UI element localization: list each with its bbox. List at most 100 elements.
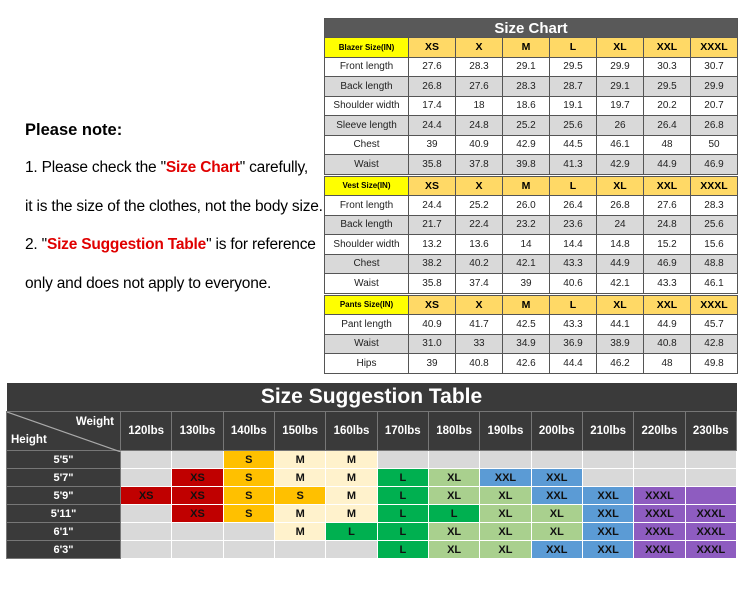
- size-suggestion-cell: M: [325, 486, 378, 505]
- measurement-value: 18: [455, 95, 503, 116]
- measurement-name: Waist: [324, 273, 409, 294]
- measurement-value: 44.4: [549, 353, 597, 374]
- weight-header: 150lbs: [273, 411, 327, 451]
- size-suggestion-cell: L: [427, 504, 481, 523]
- weight-header: 190lbs: [479, 411, 532, 451]
- size-header: M: [502, 294, 550, 315]
- section-header: Vest Size(IN) XS X M L XL XXL XXXL: [324, 175, 738, 196]
- size-suggestion-cell: XXL: [581, 486, 635, 505]
- size-suggestion-cell: XS: [171, 486, 224, 505]
- size-suggestion-cell: S: [222, 468, 275, 487]
- size-header: XS: [408, 175, 456, 196]
- measurement-value: 44.9: [596, 253, 644, 274]
- measurement-value: 29.1: [502, 56, 550, 77]
- table-row: Sleeve length 24.4 24.8 25.2 25.6 26 26.4 26.8: [324, 115, 738, 136]
- size-suggestion-cell: [171, 522, 224, 541]
- size-header: XXL: [643, 37, 691, 58]
- size-suggestion-cell: M: [325, 450, 378, 469]
- size-suggestion-cell: XL: [427, 540, 481, 559]
- size-suggestion-cell: S: [222, 486, 275, 505]
- size-suggestion-cell: M: [273, 522, 327, 541]
- measurement-value: 27.6: [455, 76, 503, 97]
- suggestion-row: 5'7" XS S M M L XL XXL XXL: [6, 468, 738, 487]
- size-header: XXXL: [690, 175, 738, 196]
- size-suggestion-cell: XXXL: [684, 522, 738, 541]
- size-header: XXXL: [690, 294, 738, 315]
- measurement-value: 14: [502, 234, 550, 255]
- measurement-value: 41.7: [455, 314, 503, 335]
- measurement-name: Sleeve length: [324, 115, 409, 136]
- size-suggestion-cell: XXXL: [684, 540, 738, 559]
- measurement-value: 43.3: [549, 314, 597, 335]
- size-header: X: [455, 175, 503, 196]
- size-header: XXL: [643, 294, 691, 315]
- measurement-value: 18.6: [502, 95, 550, 116]
- size-suggestion-cell: [530, 450, 583, 469]
- note-line-1: 1. Please check the "Size Chart" careful…: [25, 159, 308, 177]
- table-row: Back length 21.7 22.4 23.2 23.6 24 24.8 25.6: [324, 214, 738, 235]
- measurement-value: 40.6: [549, 273, 597, 294]
- size-suggestion-cell: L: [376, 540, 429, 559]
- measurement-value: 50: [690, 134, 738, 155]
- measurement-value: 42.9: [502, 134, 550, 155]
- table-row: Waist 35.8 37.4 39 40.6 42.1 43.3 46.1: [324, 273, 738, 294]
- measurement-value: 14.8: [596, 234, 644, 255]
- measurement-value: 38.9: [596, 333, 644, 354]
- note-text: " carefully,: [239, 159, 308, 176]
- measurement-value: 24.4: [408, 195, 456, 216]
- weight-header: 230lbs: [684, 411, 738, 451]
- measurement-value: 26.8: [408, 76, 456, 97]
- size-suggestion-cell: [273, 540, 327, 559]
- size-suggestion-cell: L: [376, 468, 429, 487]
- measurement-name: Shoulder width: [324, 95, 409, 116]
- note-text: " is for reference: [206, 236, 316, 253]
- measurement-value: 39: [408, 134, 456, 155]
- size-suggestion-cell: XXL: [530, 540, 583, 559]
- measurement-value: 46.1: [690, 273, 738, 294]
- size-suggestion-cell: XXXL: [633, 540, 686, 559]
- gap-cell: [324, 173, 738, 177]
- measurement-value: 26: [596, 115, 644, 136]
- measurement-value: 42.1: [502, 253, 550, 274]
- measurement-value: 49.8: [690, 353, 738, 374]
- measurement-value: 48: [643, 134, 691, 155]
- size-suggestion-cell: [171, 450, 224, 469]
- section-label: Blazer Size(IN): [324, 37, 409, 58]
- suggestion-row: 5'5" S M M: [6, 450, 738, 469]
- size-suggestion-table: Size Suggestion Table Weight Height 120l…: [6, 383, 738, 559]
- measurement-value: 26.8: [596, 195, 644, 216]
- section-header: Blazer Size(IN) XS X M L XL XXL XXXL: [324, 37, 738, 58]
- weight-header: 120lbs: [119, 411, 173, 451]
- size-suggestion-cell: [427, 450, 481, 469]
- size-suggestion-cell: XL: [427, 486, 481, 505]
- measurement-value: 29.9: [596, 56, 644, 77]
- size-header: XXL: [643, 175, 691, 196]
- table-row: Shoulder width 13.2 13.6 14 14.4 14.8 15.2 15.6: [324, 234, 738, 255]
- height-label: Height: [11, 434, 47, 446]
- measurement-value: 46.1: [596, 134, 644, 155]
- weight-header: 130lbs: [171, 411, 224, 451]
- size-suggestion-cell: [119, 504, 173, 523]
- measurement-value: 20.7: [690, 95, 738, 116]
- measurement-value: 44.9: [643, 154, 691, 175]
- size-header: XL: [596, 294, 644, 315]
- table-row: Front length 27.6 28.3 29.1 29.5 29.9 30.3 30.7: [324, 56, 738, 77]
- weight-header: 200lbs: [530, 411, 583, 451]
- measurement-name: Waist: [324, 333, 409, 354]
- size-suggestion-cell: [684, 468, 738, 487]
- size-suggestion-cell: [119, 450, 173, 469]
- measurement-value: 14.4: [549, 234, 597, 255]
- measurement-name: Pant length: [324, 314, 409, 335]
- table-row: Chest 39 40.9 42.9 44.5 46.1 48 50: [324, 134, 738, 155]
- size-suggestion-cell: XXL: [530, 486, 583, 505]
- measurement-value: 45.7: [690, 314, 738, 335]
- size-suggestion-cell: XXL: [581, 504, 635, 523]
- suggestion-row: 6'1" M L L XL XL XL XXL XXXL XXXL: [6, 522, 738, 541]
- size-suggestion-cell: L: [376, 486, 429, 505]
- size-header: XXXL: [690, 37, 738, 58]
- weight-height-corner: Weight Height: [6, 411, 121, 452]
- size-header: M: [502, 37, 550, 58]
- measurement-value: 28.7: [549, 76, 597, 97]
- size-chart-title: Size Chart: [324, 18, 738, 38]
- measurement-value: 42.5: [502, 314, 550, 335]
